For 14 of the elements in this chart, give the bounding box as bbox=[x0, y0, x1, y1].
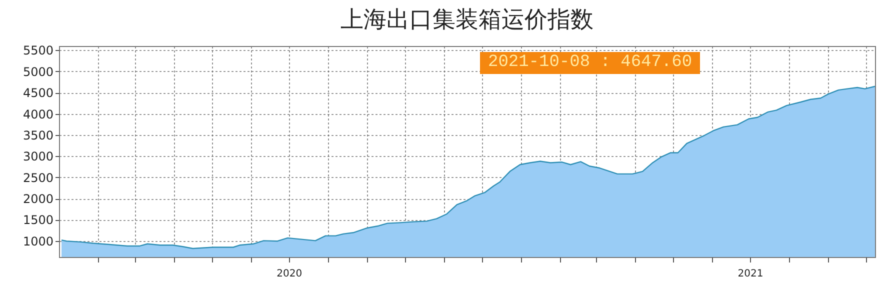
y-tick-label: 2000 bbox=[22, 192, 54, 206]
x-tick-label: 2020 bbox=[276, 268, 302, 280]
annotation: 2021-10-08 : 4647.60 bbox=[480, 52, 700, 74]
y-tick-label: 4000 bbox=[22, 107, 54, 122]
y-tick-label: 4500 bbox=[22, 86, 54, 100]
y-tick-label: 5500 bbox=[22, 44, 54, 58]
y-tick-label: 3500 bbox=[22, 128, 54, 142]
y-tick-label: 5000 bbox=[22, 64, 54, 79]
chart-title: 上海出口集装箱运价指数 bbox=[340, 7, 594, 34]
x-tick-label: 2021 bbox=[738, 268, 764, 280]
y-tick-label: 3000 bbox=[22, 150, 54, 164]
y-tick-label: 1500 bbox=[22, 213, 54, 228]
y-tick-label: 1000 bbox=[22, 234, 54, 248]
y-tick-label: 2500 bbox=[22, 170, 54, 185]
